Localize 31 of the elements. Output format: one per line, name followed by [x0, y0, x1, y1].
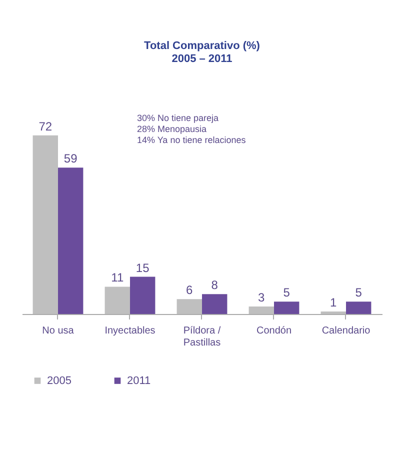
- chart-subtitle: 2005 – 2011: [172, 53, 232, 65]
- data-label: 15: [136, 260, 150, 275]
- bar: [202, 294, 228, 314]
- data-label: 3: [258, 290, 266, 305]
- bar: [346, 302, 372, 314]
- x-tick-label: Calendario: [322, 326, 371, 336]
- x-tick-label: Inyectables: [104, 326, 156, 336]
- data-label: 11: [111, 270, 124, 285]
- data-label: 8: [211, 278, 218, 292]
- x-tick-label: Píldora / Pastillas: [183, 326, 221, 348]
- legend-label: 2011: [127, 374, 151, 387]
- bar: [176, 299, 202, 314]
- text: 30% No tiene pareja: [137, 113, 219, 123]
- data-label: 6: [186, 283, 194, 298]
- bar: [274, 302, 300, 314]
- data-label: 59: [64, 152, 78, 166]
- bar: [248, 306, 274, 314]
- chart-title: Total Comparativo (%): [144, 40, 260, 52]
- bar: [104, 286, 130, 314]
- text: 28% Menopausia: [137, 124, 207, 134]
- bar: [32, 135, 58, 314]
- bar: [130, 276, 156, 314]
- x-tick-label: No usa: [42, 326, 74, 336]
- data-label: 72: [38, 119, 52, 134]
- data-label: 5: [283, 286, 290, 300]
- bar: [58, 168, 84, 314]
- legend-label: 2005: [47, 374, 72, 387]
- x-tick-label: Condón: [256, 326, 292, 336]
- data-label: 5: [355, 286, 362, 300]
- annotation: 14% Ya no tiene relaciones: [137, 135, 246, 145]
- data-label: 1: [330, 296, 338, 310]
